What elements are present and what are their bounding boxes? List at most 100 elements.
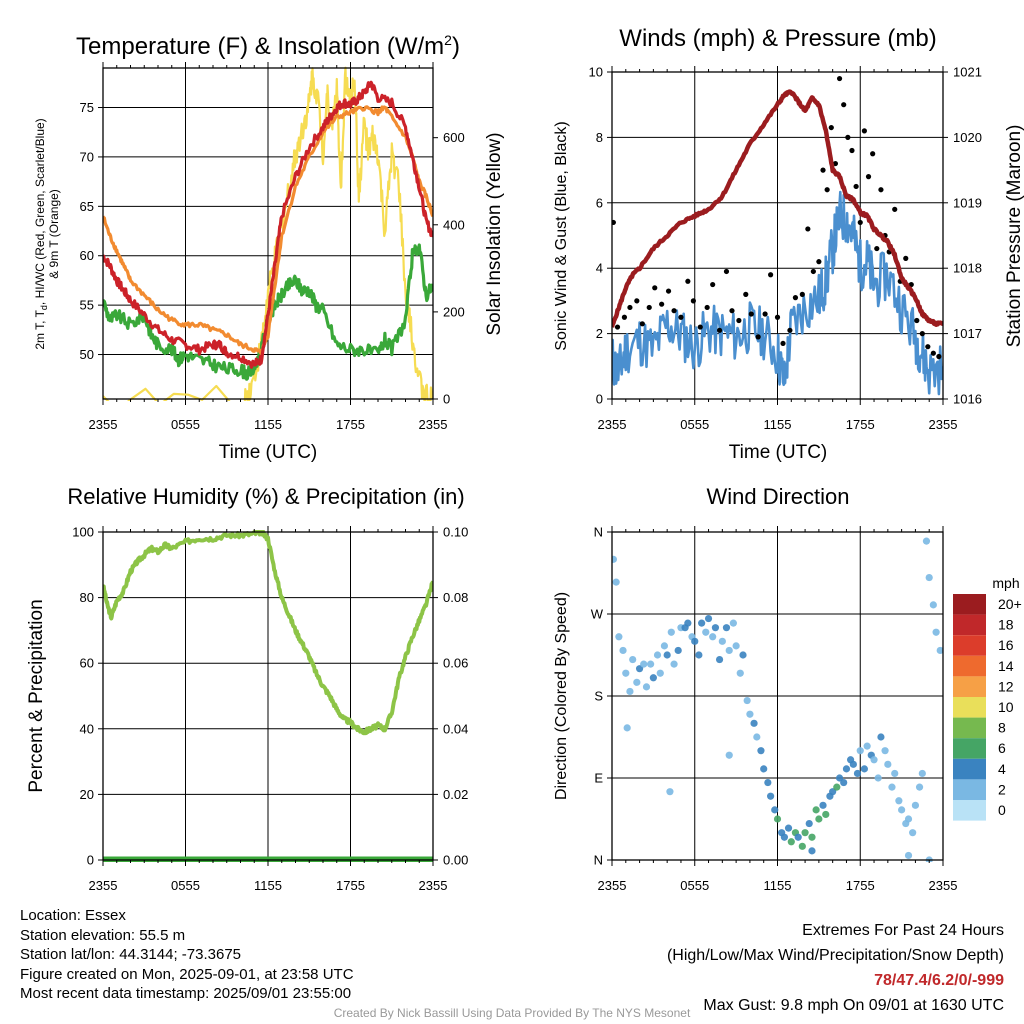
gust-point bbox=[836, 75, 843, 82]
direction-point bbox=[711, 624, 720, 632]
gust-point bbox=[678, 314, 684, 320]
y-tick-label: 50 bbox=[80, 347, 94, 362]
legend-label: 8 bbox=[998, 720, 1006, 736]
wind-series bbox=[612, 75, 943, 396]
chart-title: Relative Humidity (%) & Precipitation (i… bbox=[67, 484, 464, 509]
direction-point bbox=[773, 815, 782, 823]
gust-point bbox=[919, 331, 925, 337]
direction-point bbox=[757, 747, 765, 755]
direction-point bbox=[904, 815, 913, 823]
y-tick-label: 75 bbox=[80, 100, 94, 115]
direction-point bbox=[635, 665, 644, 673]
direction-point bbox=[835, 774, 844, 782]
y2-tick-label: 1016 bbox=[953, 392, 982, 407]
direction-point bbox=[647, 660, 655, 668]
direction-point bbox=[670, 660, 678, 668]
direction-point bbox=[856, 747, 864, 755]
figure-created: Figure created on Mon, 2025-09-01, at 23… bbox=[20, 965, 354, 983]
x-tick-label: 2355 bbox=[929, 878, 958, 893]
legend-swatch bbox=[953, 676, 986, 697]
y-tick-label: 10 bbox=[589, 65, 603, 80]
legend-label: 2 bbox=[998, 781, 1006, 797]
y-tick-label: 6 bbox=[596, 195, 603, 210]
x-tick-label: 2355 bbox=[419, 417, 448, 432]
x-tick-label: 1755 bbox=[336, 878, 365, 893]
chart-title: Wind Direction bbox=[706, 484, 849, 509]
y-tick-label: 0 bbox=[596, 392, 603, 407]
direction-point bbox=[833, 783, 841, 791]
direction-point bbox=[936, 646, 943, 655]
legend-swatch bbox=[953, 594, 986, 615]
legend-title: mph bbox=[992, 575, 1019, 591]
y2-tick-label: 600 bbox=[443, 130, 465, 145]
gust-point bbox=[787, 327, 793, 333]
direction-point bbox=[623, 724, 631, 732]
gust-point bbox=[865, 174, 872, 180]
y-tick-label: 40 bbox=[80, 721, 94, 736]
y2-tick-label: 1021 bbox=[953, 65, 982, 80]
direction-point bbox=[760, 765, 768, 773]
direction-point bbox=[891, 769, 899, 778]
direction-point bbox=[911, 801, 920, 809]
extremes-values: 78/47.4/6.2/0/-999 bbox=[874, 972, 1004, 989]
y-axis-label: 2m T, Td, HI/WC (Red, Green, Scarlet/Blu… bbox=[33, 118, 49, 349]
direction-point bbox=[849, 760, 857, 768]
y2-axis-label: Solar Insolation (Yellow) bbox=[484, 132, 505, 335]
y-tick-label: 2 bbox=[596, 326, 603, 341]
y-tick-label: 100 bbox=[72, 525, 94, 540]
direction-point bbox=[691, 637, 699, 645]
y-tick-label: 4 bbox=[596, 261, 603, 276]
direction-point bbox=[808, 847, 816, 855]
y-axis-label: Sonic Wind & Gust (Blue, Black) bbox=[553, 121, 570, 350]
gust-point bbox=[768, 272, 774, 278]
gust-point bbox=[810, 268, 816, 275]
gust-point bbox=[857, 219, 863, 226]
x-tick-label: 2355 bbox=[419, 878, 448, 893]
direction-point bbox=[812, 806, 820, 814]
y-tick-label: 20 bbox=[80, 787, 94, 802]
y-tick-label: E bbox=[594, 771, 603, 786]
legend-swatch bbox=[953, 779, 986, 800]
direction-point bbox=[929, 601, 937, 609]
direction-point bbox=[853, 769, 862, 778]
gust-point bbox=[824, 187, 830, 193]
direction-point bbox=[819, 801, 827, 809]
direction-point bbox=[881, 747, 889, 755]
direction-point bbox=[674, 646, 682, 655]
legend-label: 4 bbox=[998, 761, 1006, 777]
rh-line bbox=[103, 530, 433, 736]
direction-point bbox=[895, 797, 903, 805]
legend-label: 12 bbox=[998, 678, 1014, 694]
gust-point bbox=[612, 219, 616, 226]
x-tick-label: 2355 bbox=[598, 417, 627, 432]
y-tick-label: 80 bbox=[80, 590, 94, 605]
series-line bbox=[103, 243, 433, 381]
y2-tick-label: 1017 bbox=[953, 326, 982, 341]
direction-point bbox=[743, 696, 751, 705]
direction-point bbox=[898, 806, 906, 814]
station-elevation: Station elevation: 55.5 m bbox=[20, 926, 186, 944]
direction-point bbox=[642, 683, 651, 691]
legend-swatch bbox=[953, 635, 986, 656]
y2-tick-label: 1018 bbox=[953, 261, 982, 276]
direction-point bbox=[764, 778, 772, 787]
direction-point bbox=[709, 633, 717, 641]
y2-axis-label: Station Pressure (Maroon) bbox=[1004, 125, 1024, 348]
direction-point bbox=[739, 651, 747, 659]
x-tick-label: 1155 bbox=[254, 878, 282, 893]
y-axis-label-line2: & 9m T (Orange) bbox=[47, 189, 61, 279]
panel-3-grid bbox=[102, 532, 434, 860]
x-axis-label: Time (UTC) bbox=[729, 442, 828, 463]
gust-point bbox=[723, 268, 730, 275]
direction-point bbox=[909, 829, 917, 837]
y2-tick-label: 1020 bbox=[953, 130, 982, 145]
legend-swatch bbox=[953, 655, 986, 677]
gust-point bbox=[903, 255, 909, 261]
direction-point bbox=[702, 628, 710, 636]
recent-timestamp: Most recent data timestamp: 2025/09/01 2… bbox=[20, 985, 352, 1002]
chart-title: Winds (mph) & Pressure (mb) bbox=[619, 25, 936, 52]
direction-point bbox=[750, 719, 758, 727]
gust-point bbox=[710, 281, 716, 288]
direction-point bbox=[884, 760, 892, 768]
